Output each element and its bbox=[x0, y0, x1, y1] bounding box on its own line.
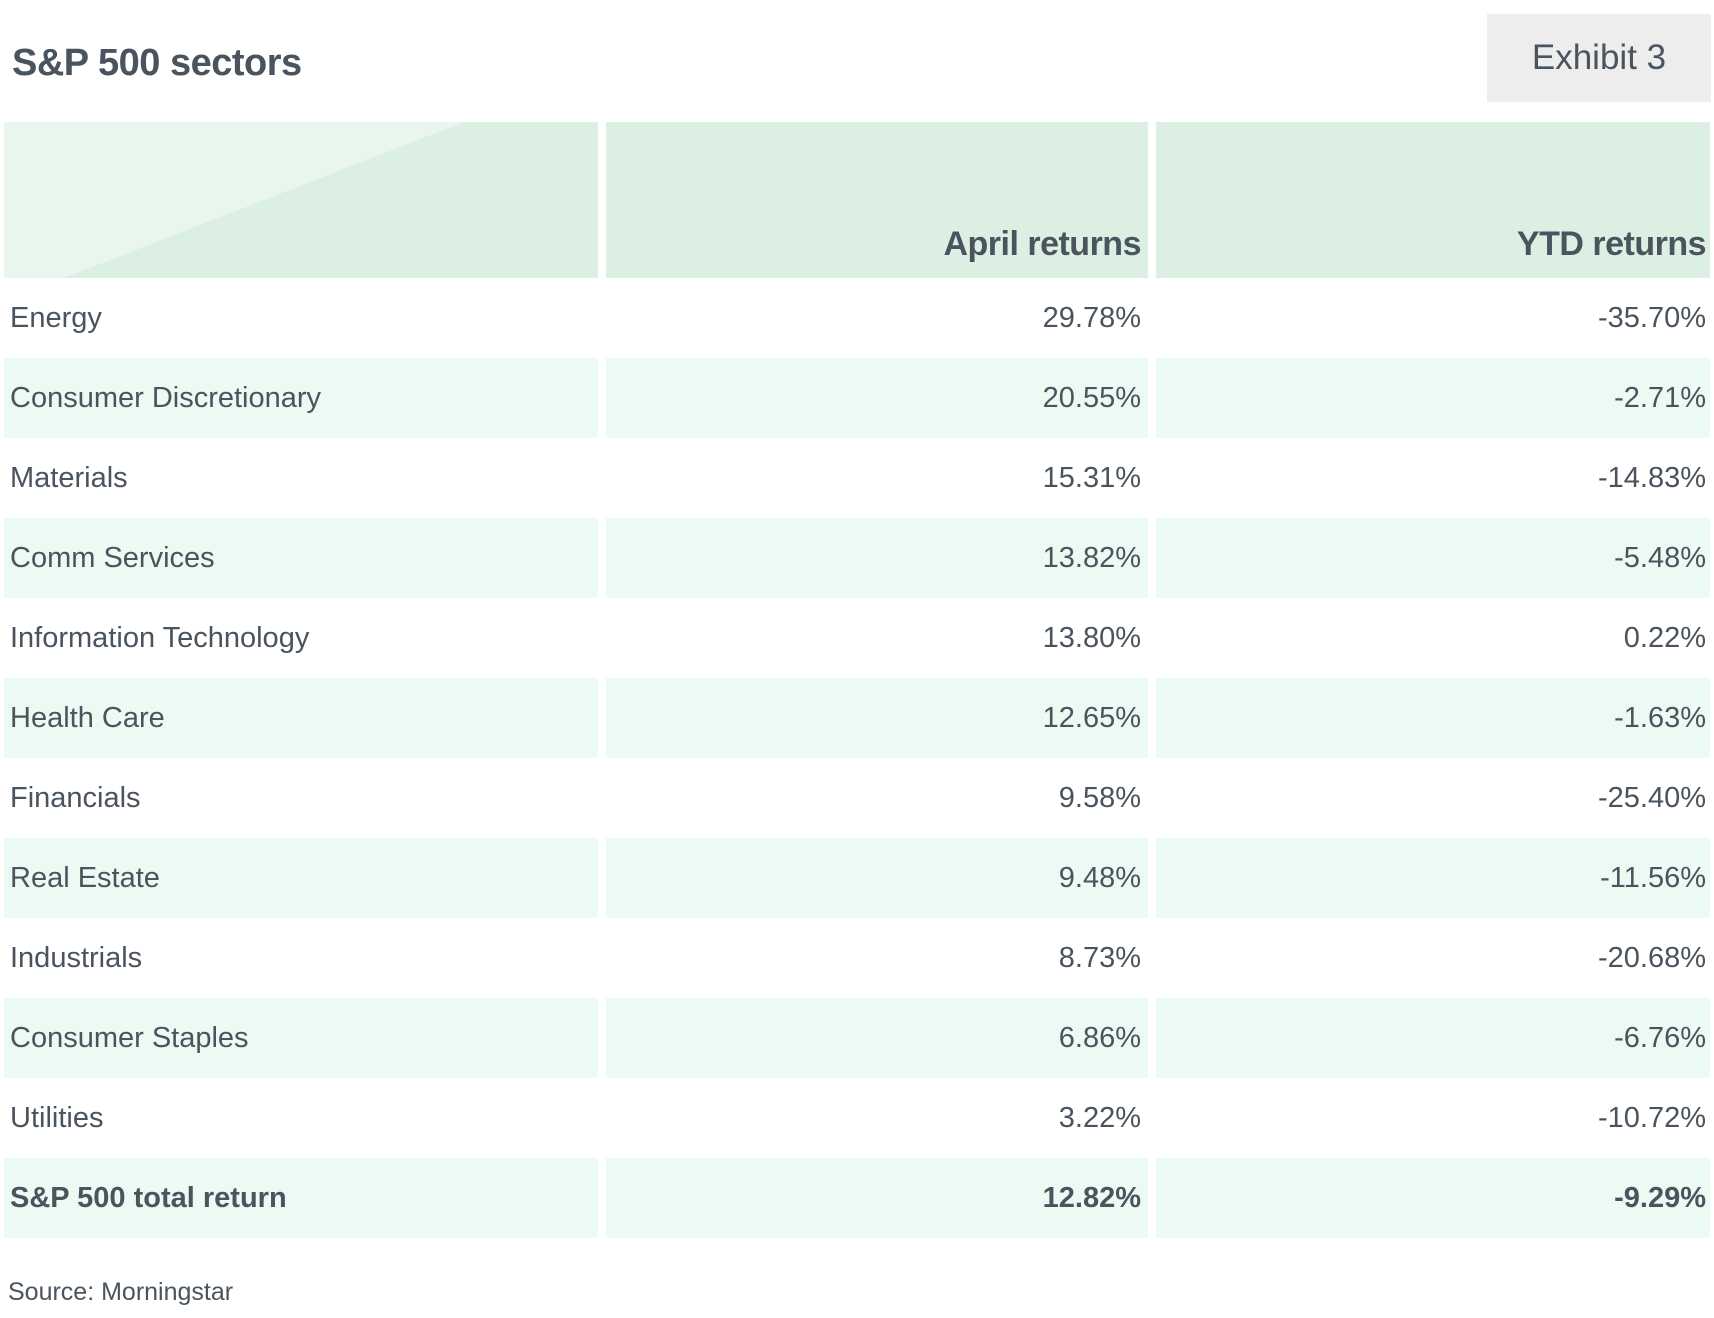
table-row: Financials 9.58% -25.40% bbox=[4, 758, 1710, 838]
sector-cell: Comm Services bbox=[4, 518, 598, 598]
sector-cell: Utilities bbox=[10, 1101, 104, 1134]
table-row: Comm Services 13.82% -5.48% bbox=[4, 518, 1710, 598]
ytd-return-cell: -25.40% bbox=[1597, 781, 1706, 814]
sector-cell: Materials bbox=[10, 461, 128, 494]
april-return-cell: 20.55% bbox=[606, 358, 1148, 438]
sector-cell: Financials bbox=[10, 781, 141, 814]
ytd-return-cell: -9.29% bbox=[1156, 1158, 1710, 1238]
ytd-return-cell: -6.76% bbox=[1156, 998, 1710, 1078]
page-title: S&P 500 sectors bbox=[12, 42, 302, 84]
returns-table: April returns YTD returns Energy 29.78% -3… bbox=[4, 122, 1710, 1238]
table-row: Real Estate 9.48% -11.56% bbox=[4, 838, 1710, 918]
april-return-cell: 15.31% bbox=[1042, 461, 1141, 494]
ytd-return-cell: -11.56% bbox=[1156, 838, 1710, 918]
table-row: Energy 29.78% -35.70% bbox=[4, 278, 1710, 358]
sector-cell: Health Care bbox=[4, 678, 598, 758]
ytd-return-cell: -35.70% bbox=[1597, 301, 1706, 334]
header-april-returns: April returns bbox=[606, 122, 1148, 278]
april-return-cell: 3.22% bbox=[1058, 1101, 1141, 1134]
sector-cell: S&P 500 total return bbox=[4, 1158, 598, 1238]
sector-cell: Industrials bbox=[10, 941, 143, 974]
april-return-cell: 13.80% bbox=[1042, 621, 1141, 654]
header-corner-diagonal bbox=[4, 122, 464, 278]
sector-cell: Consumer Discretionary bbox=[4, 358, 598, 438]
sector-cell: Real Estate bbox=[4, 838, 598, 918]
header-ytd-returns: YTD returns bbox=[1156, 122, 1710, 278]
april-return-cell: 12.82% bbox=[606, 1158, 1148, 1238]
april-return-cell: 29.78% bbox=[1042, 301, 1141, 334]
table-row: Consumer Discretionary 20.55% -2.71% bbox=[4, 358, 1710, 438]
table-body: Energy 29.78% -35.70% Consumer Discretionar… bbox=[4, 278, 1710, 1238]
ytd-return-cell: -2.71% bbox=[1156, 358, 1710, 438]
table-row: Utilities 3.22% -10.72% bbox=[4, 1078, 1710, 1158]
ytd-return-cell: -5.48% bbox=[1156, 518, 1710, 598]
ytd-return-cell: -14.83% bbox=[1597, 461, 1706, 494]
ytd-return-cell: -20.68% bbox=[1597, 941, 1706, 974]
sector-cell: Consumer Staples bbox=[4, 998, 598, 1078]
april-return-cell: 9.48% bbox=[606, 838, 1148, 918]
table-row: Health Care 12.65% -1.63% bbox=[4, 678, 1710, 758]
ytd-return-cell: -1.63% bbox=[1156, 678, 1710, 758]
april-return-cell: 13.82% bbox=[606, 518, 1148, 598]
ytd-return-cell: 0.22% bbox=[1623, 621, 1706, 654]
source-note: Source: Morningstar bbox=[8, 1278, 234, 1306]
april-return-cell: 12.65% bbox=[606, 678, 1148, 758]
header-corner-graphic bbox=[4, 122, 598, 278]
table-row: Consumer Staples 6.86% -6.76% bbox=[4, 998, 1710, 1078]
table-total-row: S&P 500 total return 12.82% -9.29% bbox=[4, 1158, 1710, 1238]
table-row: Industrials 8.73% -20.68% bbox=[4, 918, 1710, 998]
april-return-cell: 8.73% bbox=[1058, 941, 1141, 974]
table-row: Materials 15.31% -14.83% bbox=[4, 438, 1710, 518]
exhibit-label: Exhibit 3 bbox=[1487, 14, 1711, 102]
april-return-cell: 9.58% bbox=[1058, 781, 1141, 814]
sector-cell: Information Technology bbox=[10, 621, 310, 654]
april-return-cell: 6.86% bbox=[606, 998, 1148, 1078]
table-header-row: April returns YTD returns bbox=[4, 122, 1710, 278]
header-corner-cell bbox=[4, 122, 598, 278]
table-row: Information Technology 13.80% 0.22% bbox=[4, 598, 1710, 678]
sector-cell: Energy bbox=[10, 301, 102, 334]
ytd-return-cell: -10.72% bbox=[1597, 1101, 1706, 1134]
